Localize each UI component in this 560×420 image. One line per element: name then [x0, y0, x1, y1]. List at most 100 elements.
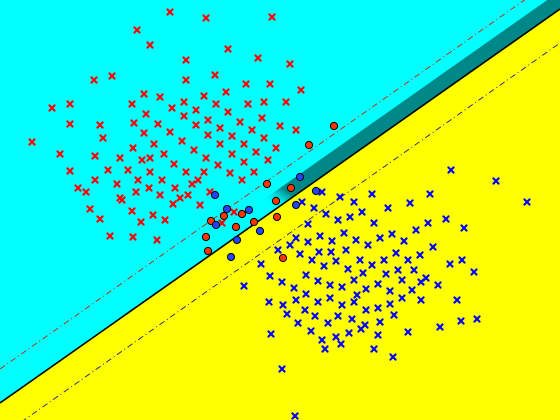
series-0-point-100 — [350, 198, 358, 206]
series-0-point-31 — [473, 315, 481, 323]
series-0-point-94 — [334, 216, 342, 224]
series-0-point-27 — [417, 296, 425, 304]
series-1-point-66 — [264, 156, 272, 164]
series-1-point-88 — [90, 76, 98, 84]
series-1-point-92 — [182, 56, 190, 64]
series-0-point-86 — [400, 237, 408, 245]
series-0-point-6 — [374, 331, 382, 339]
series-1-point-56 — [192, 121, 200, 129]
series-0-point-40 — [326, 294, 334, 302]
series-1-point-64 — [240, 140, 248, 148]
series-1-point-55 — [204, 131, 212, 139]
series-0-point-80 — [328, 237, 336, 245]
series-1-point-30 — [158, 176, 166, 184]
series-0-point-83 — [364, 241, 372, 249]
series-0-point-64 — [416, 251, 424, 259]
series-0-point-2 — [321, 345, 329, 353]
series-0-point-44 — [278, 278, 286, 286]
series-0-point-60 — [446, 260, 454, 268]
series-1-point-48 — [214, 161, 222, 169]
series-0-point-35 — [386, 300, 394, 308]
series-0-point-89 — [442, 215, 450, 223]
series-1-point-32 — [184, 191, 192, 199]
series-1-point-11 — [96, 121, 104, 129]
series-1-point-9 — [66, 120, 74, 128]
series-0-point-0 — [291, 412, 299, 420]
series-0-point-21 — [334, 312, 342, 320]
series-0-point-34 — [398, 294, 406, 302]
support-vector-3-point-4 — [222, 204, 232, 214]
series-1-point-27 — [129, 144, 137, 152]
series-1-point-109 — [132, 188, 140, 196]
support-vector-2-point-0 — [278, 253, 288, 263]
series-0-point-54 — [374, 280, 382, 288]
series-0-point-38 — [350, 298, 358, 306]
series-1-point-83 — [266, 80, 274, 88]
series-0-point-13 — [283, 310, 291, 318]
support-vector-2-point-7 — [249, 217, 259, 227]
series-1-point-79 — [260, 98, 268, 106]
series-1-point-4 — [86, 205, 94, 213]
margin-line-upper — [23, 42, 560, 420]
series-0-point-95 — [322, 210, 330, 218]
series-0-point-108 — [353, 291, 361, 299]
series-1-point-51 — [250, 168, 258, 176]
series-0-point-93 — [346, 213, 354, 221]
series-0-point-43 — [290, 284, 298, 292]
series-1-point-53 — [228, 150, 236, 158]
series-1-point-86 — [156, 93, 164, 101]
support-vector-3-point-1 — [232, 235, 242, 245]
series-1-point-33 — [196, 201, 204, 209]
series-1-point-49 — [226, 169, 234, 177]
series-0-point-58 — [422, 274, 430, 282]
series-0-point-4 — [370, 345, 378, 353]
series-0-point-63 — [429, 243, 437, 251]
series-0-point-20 — [324, 319, 332, 327]
series-1-point-90 — [140, 90, 148, 98]
series-1-point-78 — [292, 126, 300, 134]
series-0-point-101 — [368, 190, 376, 198]
support-vector-3-point-6 — [291, 200, 301, 210]
series-0-point-55 — [386, 287, 394, 295]
series-1-point-106 — [146, 154, 154, 162]
series-0-point-74 — [296, 250, 304, 258]
series-0-point-73 — [308, 256, 316, 264]
support-vector-2-point-5 — [231, 222, 241, 232]
series-0-point-82 — [352, 236, 360, 244]
series-0-point-52 — [350, 276, 358, 284]
series-1-point-82 — [297, 86, 305, 94]
series-0-point-96 — [310, 204, 318, 212]
series-0-point-65 — [404, 256, 412, 264]
series-1-point-2 — [153, 236, 161, 244]
series-0-point-23 — [361, 321, 369, 329]
series-0-point-68 — [368, 261, 376, 269]
series-0-point-113 — [327, 248, 335, 256]
series-0-point-11 — [307, 327, 315, 335]
support-vector-2-point-11 — [286, 183, 296, 193]
series-0-point-106 — [492, 177, 500, 185]
series-0-point-48 — [302, 271, 310, 279]
series-1-point-13 — [91, 152, 99, 160]
series-0-point-62 — [470, 268, 478, 276]
series-0-point-77 — [292, 234, 300, 242]
series-1-point-71 — [224, 108, 232, 116]
series-1-point-80 — [242, 80, 250, 88]
series-1-point-98 — [146, 41, 154, 49]
series-1-point-21 — [169, 200, 177, 208]
series-0-point-61 — [458, 256, 466, 264]
support-vector-3-point-5 — [244, 205, 254, 215]
series-0-point-69 — [356, 256, 364, 264]
series-0-point-99 — [336, 193, 344, 201]
series-1-point-54 — [216, 140, 224, 148]
series-0-point-57 — [410, 266, 418, 274]
series-1-point-36 — [182, 168, 190, 176]
series-1-point-94 — [254, 54, 262, 62]
series-1-point-101 — [218, 219, 226, 227]
series-0-point-33 — [408, 286, 416, 294]
series-1-point-29 — [146, 168, 154, 176]
series-1-point-24 — [134, 176, 142, 184]
series-0-point-29 — [453, 296, 461, 304]
series-0-point-30 — [457, 317, 465, 325]
series-0-point-112 — [342, 246, 350, 254]
